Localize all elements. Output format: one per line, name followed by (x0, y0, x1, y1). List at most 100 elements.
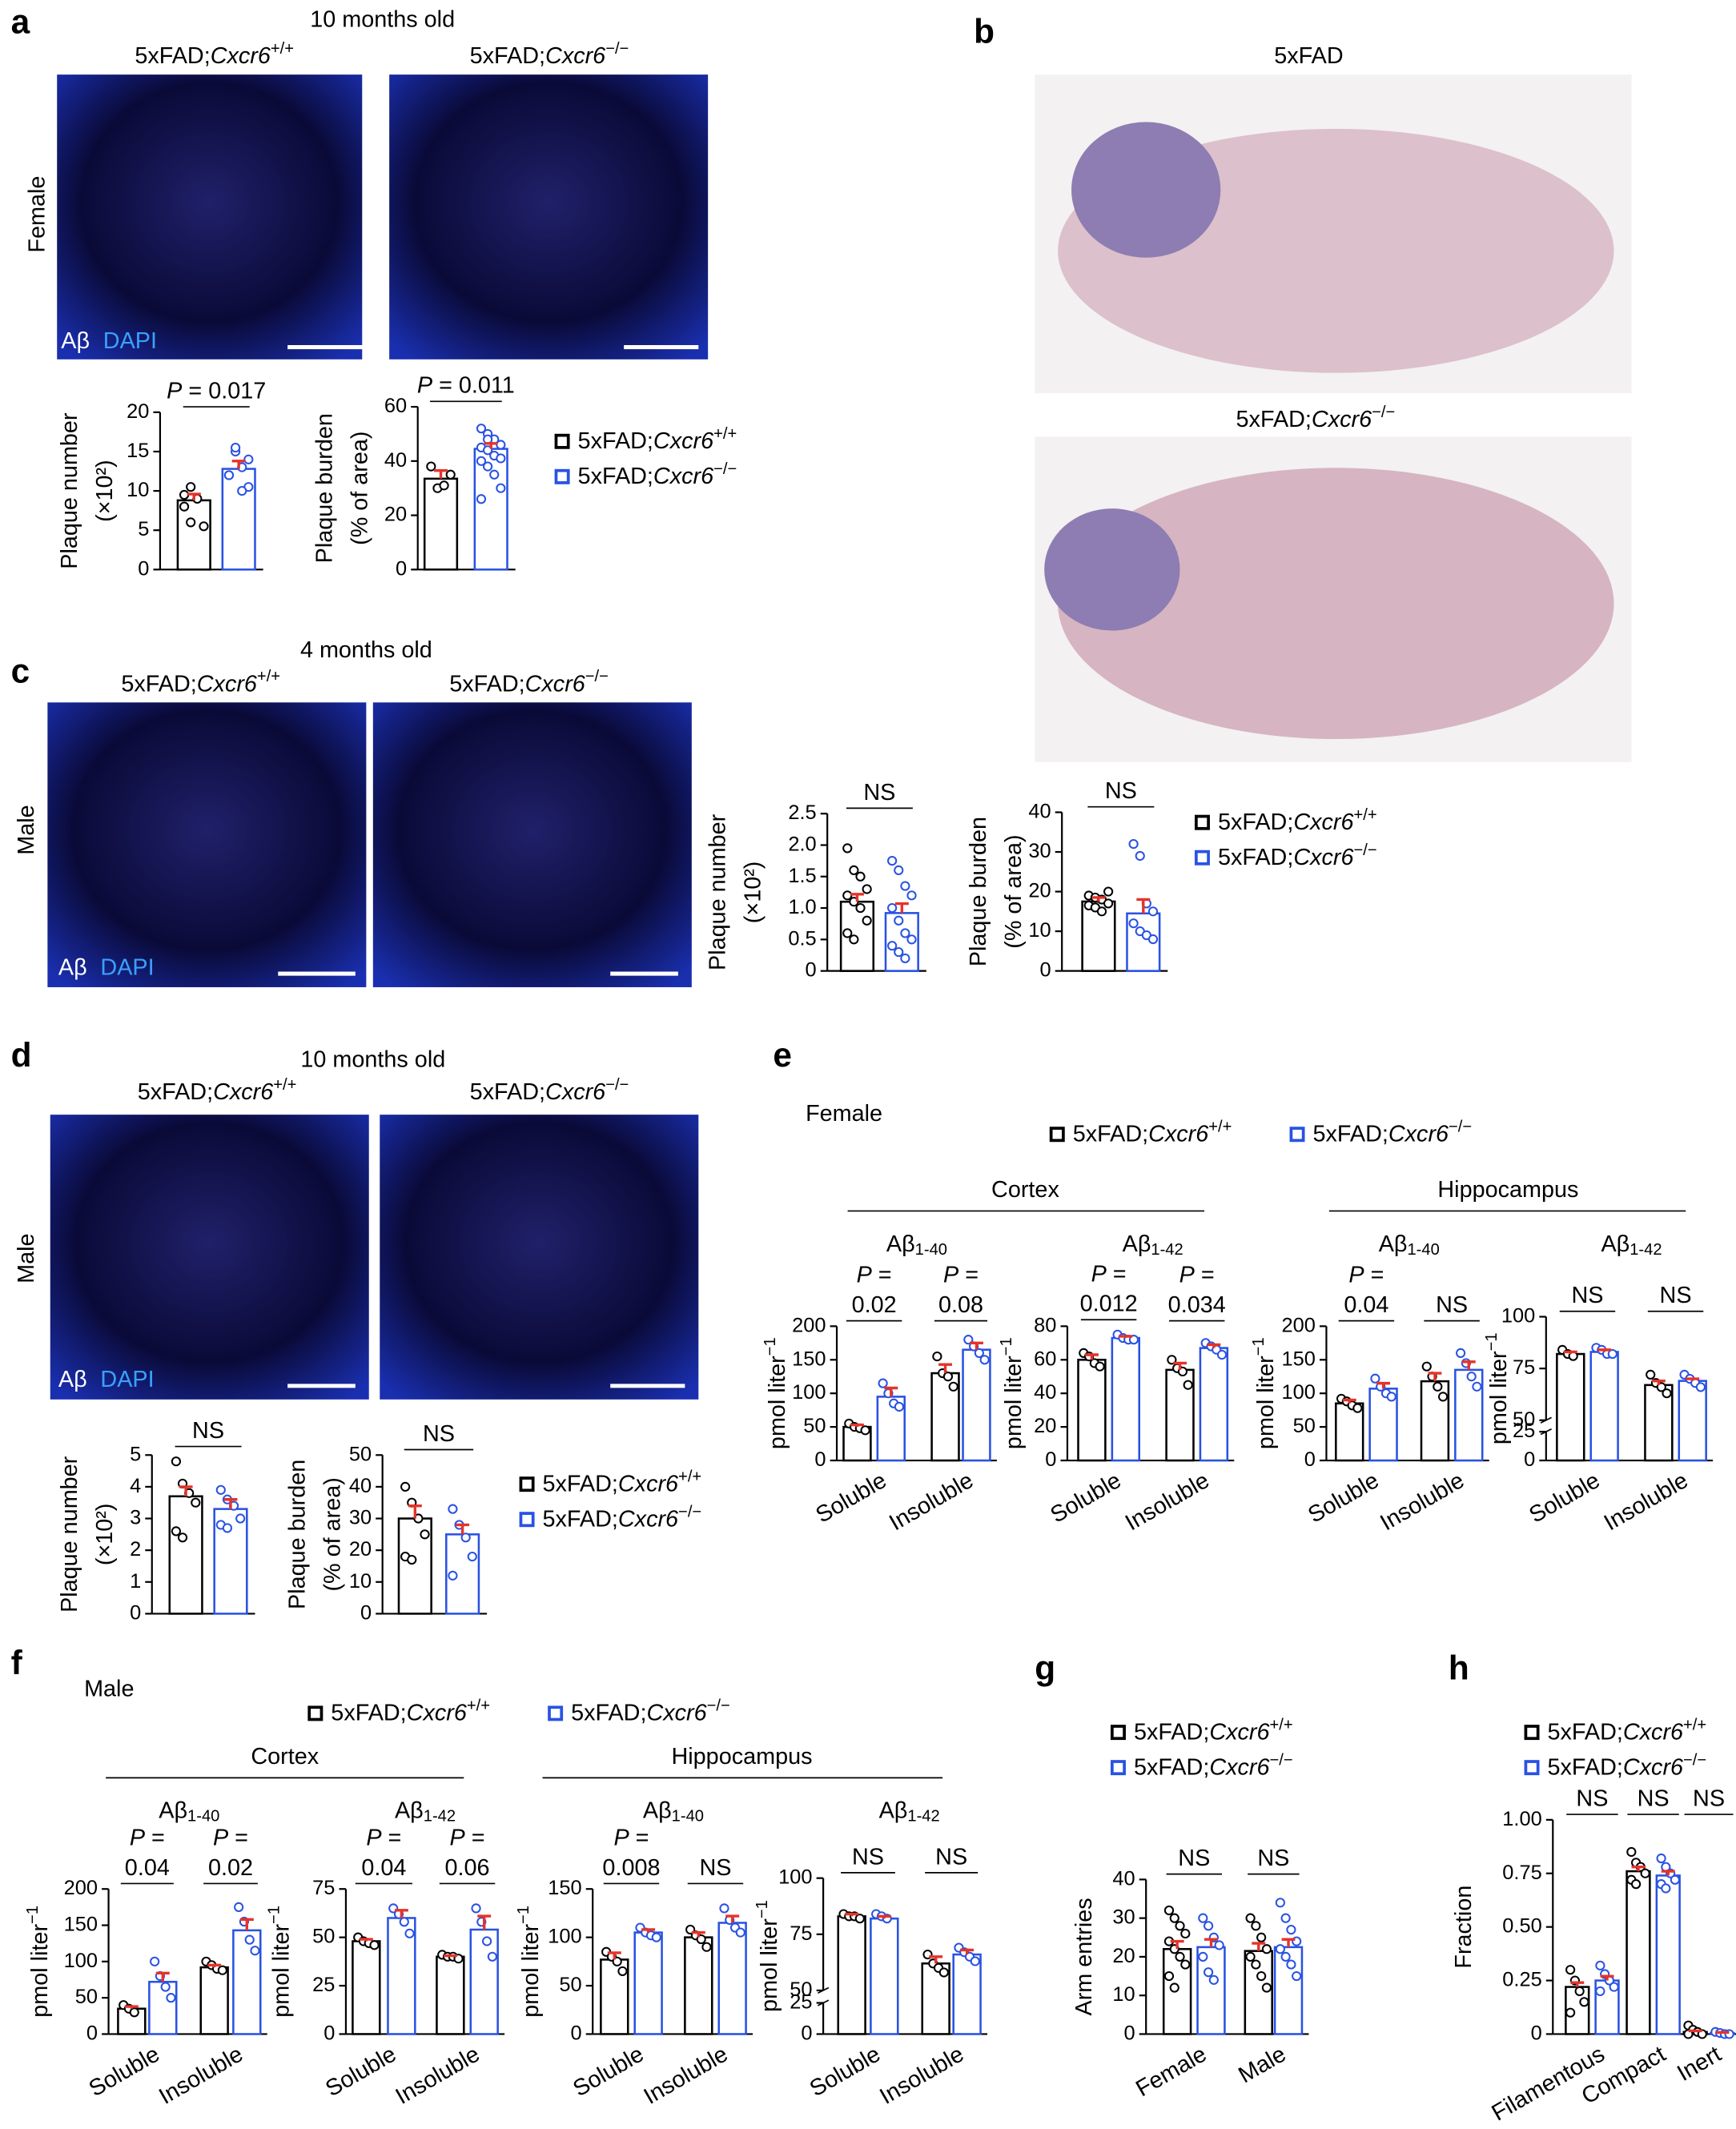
y-tick-label: 75 (1513, 1356, 1535, 1379)
legend-label: 5xFAD;Cxcr6−/− (543, 1504, 702, 1532)
y-tick-label: 100 (792, 1381, 826, 1404)
data-point (369, 1940, 380, 1950)
y-tick-label: 1.0 (788, 896, 816, 918)
row-label: Male (14, 1233, 39, 1283)
micrograph (380, 1115, 699, 1400)
data-point (1251, 1921, 1261, 1931)
data-point (1198, 1951, 1208, 1962)
y-axis-label: pmol liter−1 (753, 1900, 782, 2012)
error-bar (1281, 1938, 1296, 1947)
data-point (166, 1993, 176, 2003)
legend-marker (519, 1476, 535, 1492)
error-bar (1252, 1942, 1266, 1951)
data-point (1640, 1868, 1650, 1878)
legend-marker (1110, 1725, 1126, 1741)
data-point (1631, 1879, 1642, 1890)
y-tick-label: 100 (1501, 1304, 1535, 1327)
y-tick-label: 50 (1293, 1415, 1316, 1437)
data-point (1256, 1932, 1267, 1942)
bar (352, 1940, 381, 2035)
micrograph (47, 702, 367, 987)
legend-marker (554, 433, 570, 449)
panel-letter: a (11, 3, 30, 41)
error-bar (231, 460, 246, 469)
legend-label: 5xFAD;Cxcr6+/+ (331, 1697, 490, 1725)
bar (1199, 1347, 1229, 1462)
data-point (1370, 1373, 1380, 1384)
y-tick-label: 0 (1045, 1448, 1056, 1471)
bar (1111, 1336, 1140, 1462)
data-point (460, 1532, 471, 1543)
significance-label: P = (857, 1262, 892, 1287)
data-point (150, 1956, 160, 1966)
data-point (979, 1355, 990, 1365)
legend-label: 5xFAD;Cxcr6+/+ (1134, 1717, 1293, 1745)
data-point (471, 1903, 481, 1914)
data-point (215, 1484, 226, 1495)
data-point (906, 934, 917, 945)
data-point (1466, 1372, 1477, 1382)
significance-label: 0.04 (1344, 1292, 1388, 1318)
y-tick-label: 2.5 (788, 801, 816, 824)
data-point (1204, 1921, 1214, 1931)
significance-label: P = (1091, 1261, 1127, 1287)
y-tick-label: 30 (1028, 840, 1051, 862)
legend-label: 5xFAD;Cxcr6−/− (578, 460, 737, 488)
significance-label: P = (613, 1825, 649, 1850)
group-label: Hippocampus (672, 1744, 813, 1769)
significance-label: NS (699, 1854, 731, 1880)
data-point (1472, 1381, 1482, 1392)
y-tick-label: 100 (1282, 1381, 1316, 1404)
panel-title: 4 months old (300, 637, 432, 663)
data-point (1275, 1898, 1285, 1908)
y-axis-label: (×10²) (92, 1504, 118, 1566)
y-tick-label: 50 (1513, 1408, 1535, 1430)
data-point (1595, 1960, 1605, 1970)
data-point (420, 1529, 430, 1540)
bar (1077, 1359, 1107, 1462)
y-tick-label: 15 (127, 440, 149, 462)
legend-label: 5xFAD;Cxcr6−/− (1134, 1752, 1293, 1780)
data-point (842, 928, 853, 938)
y-tick-label: 20 (384, 503, 407, 525)
data-point (1565, 1965, 1576, 1975)
data-point (160, 1982, 171, 1992)
bar (633, 1931, 663, 2035)
data-point (1183, 1380, 1193, 1390)
data-point (1096, 906, 1107, 917)
y-tick-label: 40 (1112, 1867, 1135, 1890)
legend-marker (1289, 1127, 1305, 1143)
y-axis-label: pmol liter−1 (266, 1906, 294, 2018)
image-title: 5xFAD;Cxcr6−/− (1236, 404, 1396, 432)
bar (837, 1915, 866, 2035)
sex-label: Female (806, 1101, 882, 1127)
bar (952, 1953, 982, 2035)
data-point (1280, 1951, 1291, 1962)
legend-marker (1524, 1725, 1540, 1741)
y-tick-label: 0.75 (1502, 1861, 1541, 1883)
row-label: Female (24, 176, 50, 253)
error-bar (456, 1523, 470, 1535)
bar (1625, 1870, 1651, 2035)
legend-label: 5xFAD;Cxcr6+/+ (1548, 1717, 1707, 1745)
error-bar (850, 1423, 864, 1428)
column-label: 5xFAD;Cxcr6+/+ (121, 669, 280, 697)
y-tick-label: 0 (1124, 2022, 1135, 2044)
cerebellum (1071, 122, 1221, 258)
data-point (1292, 1970, 1302, 1982)
y-tick-label: 150 (548, 1877, 581, 1899)
significance-label: 0.08 (938, 1292, 983, 1318)
error-bar (434, 468, 448, 479)
cerebellum (1044, 508, 1180, 631)
error-bar (1204, 1938, 1218, 1947)
y-tick-label: 0 (130, 1601, 141, 1624)
error-bar (894, 902, 909, 914)
significance-label: NS (1638, 1786, 1670, 1811)
error-bar (1173, 1361, 1187, 1370)
data-point (974, 1348, 984, 1359)
y-tick-label: 0 (1531, 2022, 1542, 2044)
legend-marker (519, 1512, 535, 1528)
data-point (1147, 906, 1159, 917)
data-point (171, 1526, 182, 1536)
y-tick-label: 0 (1040, 958, 1051, 981)
